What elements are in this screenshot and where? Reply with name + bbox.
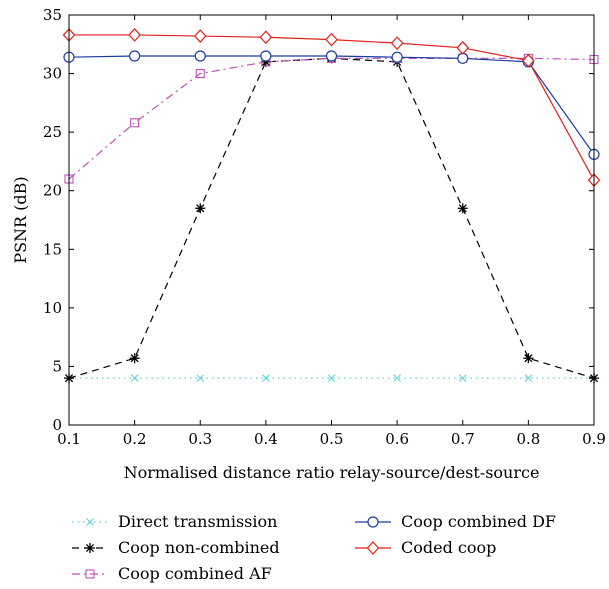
x-tick-label: 0.5 xyxy=(320,430,344,448)
legend: Direct transmission Coop non-combined Coop… xyxy=(72,512,556,583)
y-tick-label: 10 xyxy=(43,299,62,317)
y-tick-label: 0 xyxy=(52,416,62,434)
y-axis-label: PSNR (dB) xyxy=(11,176,30,263)
legend-entry-coop-combined-df: Coop combined DF xyxy=(355,512,556,531)
data-point-coop-combined-df xyxy=(130,51,140,61)
data-point-coded-coop xyxy=(326,34,337,46)
data-point-direct-transmission xyxy=(131,375,138,382)
legend-marker xyxy=(368,517,378,527)
x-tick-label: 0.8 xyxy=(516,430,540,448)
legend-label: Coop non-combined xyxy=(118,538,280,557)
legend-label: Direct transmission xyxy=(118,512,277,531)
legend-label: Coop combined DF xyxy=(401,512,556,531)
series-line-coop-combined-df xyxy=(69,56,594,154)
data-point-coop-combined-df xyxy=(195,51,205,61)
legend-marker xyxy=(368,542,379,554)
y-tick-label: 15 xyxy=(43,240,62,258)
data-point-coop-combined-df xyxy=(327,51,337,61)
data-point-coded-coop xyxy=(129,29,140,41)
data-point-direct-transmission xyxy=(197,375,204,382)
legend-label: Coded coop xyxy=(401,538,496,557)
y-tick-label: 35 xyxy=(43,6,62,24)
x-tick-label: 0.2 xyxy=(123,430,147,448)
plot-frame xyxy=(69,15,594,425)
legend-entry-coop-combined-af: Coop combined AF xyxy=(72,564,272,583)
y-tick-label: 25 xyxy=(43,123,62,141)
data-point-coded-coop xyxy=(457,42,468,54)
data-point-coop-non-combined xyxy=(130,353,140,363)
data-point-coop-non-combined xyxy=(458,203,468,213)
legend-entry-coop-non-combined: Coop non-combined xyxy=(72,538,280,557)
plot-series-lines xyxy=(69,35,594,378)
legend-marker xyxy=(87,519,94,526)
y-tick-label: 5 xyxy=(52,357,62,375)
data-point-coop-non-combined xyxy=(195,203,205,213)
x-tick-label: 0.6 xyxy=(385,430,409,448)
y-tick-label: 20 xyxy=(43,182,62,200)
legend-label: Coop combined AF xyxy=(118,564,272,583)
legend-entry-direct-transmission: Direct transmission xyxy=(72,512,277,531)
data-point-coop-non-combined xyxy=(523,353,533,363)
x-axis-label: Normalised distance ratio relay-source/d… xyxy=(124,463,540,482)
data-point-coded-coop xyxy=(392,37,403,49)
data-point-coded-coop xyxy=(260,31,271,43)
legend-entry-coded-coop: Coded coop xyxy=(355,538,496,557)
series-line-coop-combined-af xyxy=(69,58,594,179)
data-point-coop-combined-df xyxy=(261,51,271,61)
plot-series-markers xyxy=(64,29,600,383)
x-tick-label: 0.4 xyxy=(254,430,278,448)
x-tick-label: 0.3 xyxy=(188,430,212,448)
data-point-coop-combined-df xyxy=(458,53,468,63)
y-tick-label: 30 xyxy=(43,65,62,83)
series-line-coop-non-combined xyxy=(69,58,594,378)
data-point-coded-coop xyxy=(195,30,206,42)
legend-marker xyxy=(85,543,95,553)
x-tick-label: 0.9 xyxy=(582,430,606,448)
data-point-coop-combined-df xyxy=(392,52,402,62)
axis-ticks: 0.1 0.2 0.3 0.4 0.5 0.6 0.7 0.8 0.90510152025303… xyxy=(43,6,606,448)
x-tick-label: 0.7 xyxy=(451,430,475,448)
